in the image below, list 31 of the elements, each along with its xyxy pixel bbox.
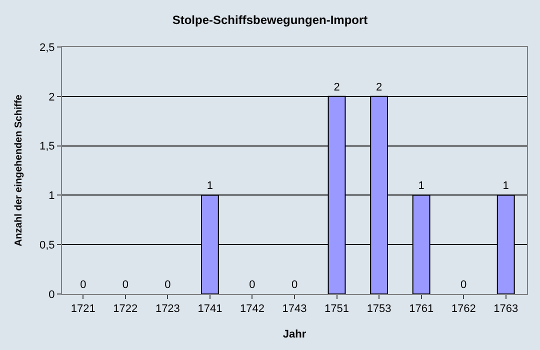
x-tick-label: 1721 bbox=[70, 303, 96, 316]
data-label: 0 bbox=[122, 279, 128, 291]
data-label: 2 bbox=[376, 81, 382, 94]
x-tick-label: 1763 bbox=[494, 303, 518, 316]
data-label: 2 bbox=[334, 81, 340, 94]
x-tick-label: 1742 bbox=[240, 303, 264, 316]
chart-title: Stolpe-Schiffsbewegungen-Import bbox=[172, 13, 368, 28]
x-tick-label: 1751 bbox=[324, 303, 350, 316]
data-label: 1 bbox=[502, 180, 509, 192]
x-tick-label: 1743 bbox=[282, 303, 307, 316]
y-tick-label: 2,5 bbox=[40, 42, 55, 54]
y-tick-label: 1 bbox=[48, 190, 55, 202]
y-tick-label: 0 bbox=[48, 288, 55, 301]
data-label: 0 bbox=[164, 279, 171, 291]
y-tick-label: 1,5 bbox=[40, 140, 55, 153]
x-tick-label: 1722 bbox=[113, 303, 138, 316]
x-tick-label: 1723 bbox=[155, 303, 180, 316]
x-tick-label: 1762 bbox=[451, 303, 476, 316]
data-label: 1 bbox=[418, 180, 424, 192]
y-tick-label: 0,5 bbox=[40, 239, 55, 252]
x-tick-label: 1761 bbox=[409, 303, 434, 316]
data-label: 0 bbox=[460, 279, 467, 291]
data-label: 0 bbox=[291, 279, 298, 291]
x-tick-label: 1741 bbox=[198, 303, 222, 316]
y-axis-title: Anzahl der eingehenden Schiffe bbox=[14, 94, 25, 246]
x-axis-title: Jahr bbox=[282, 328, 307, 340]
data-label: 0 bbox=[80, 279, 86, 291]
data-label: 0 bbox=[249, 279, 256, 291]
data-label: 1 bbox=[206, 180, 214, 192]
x-tick-label: 1753 bbox=[366, 303, 392, 316]
y-tick-label: 2 bbox=[48, 91, 55, 104]
